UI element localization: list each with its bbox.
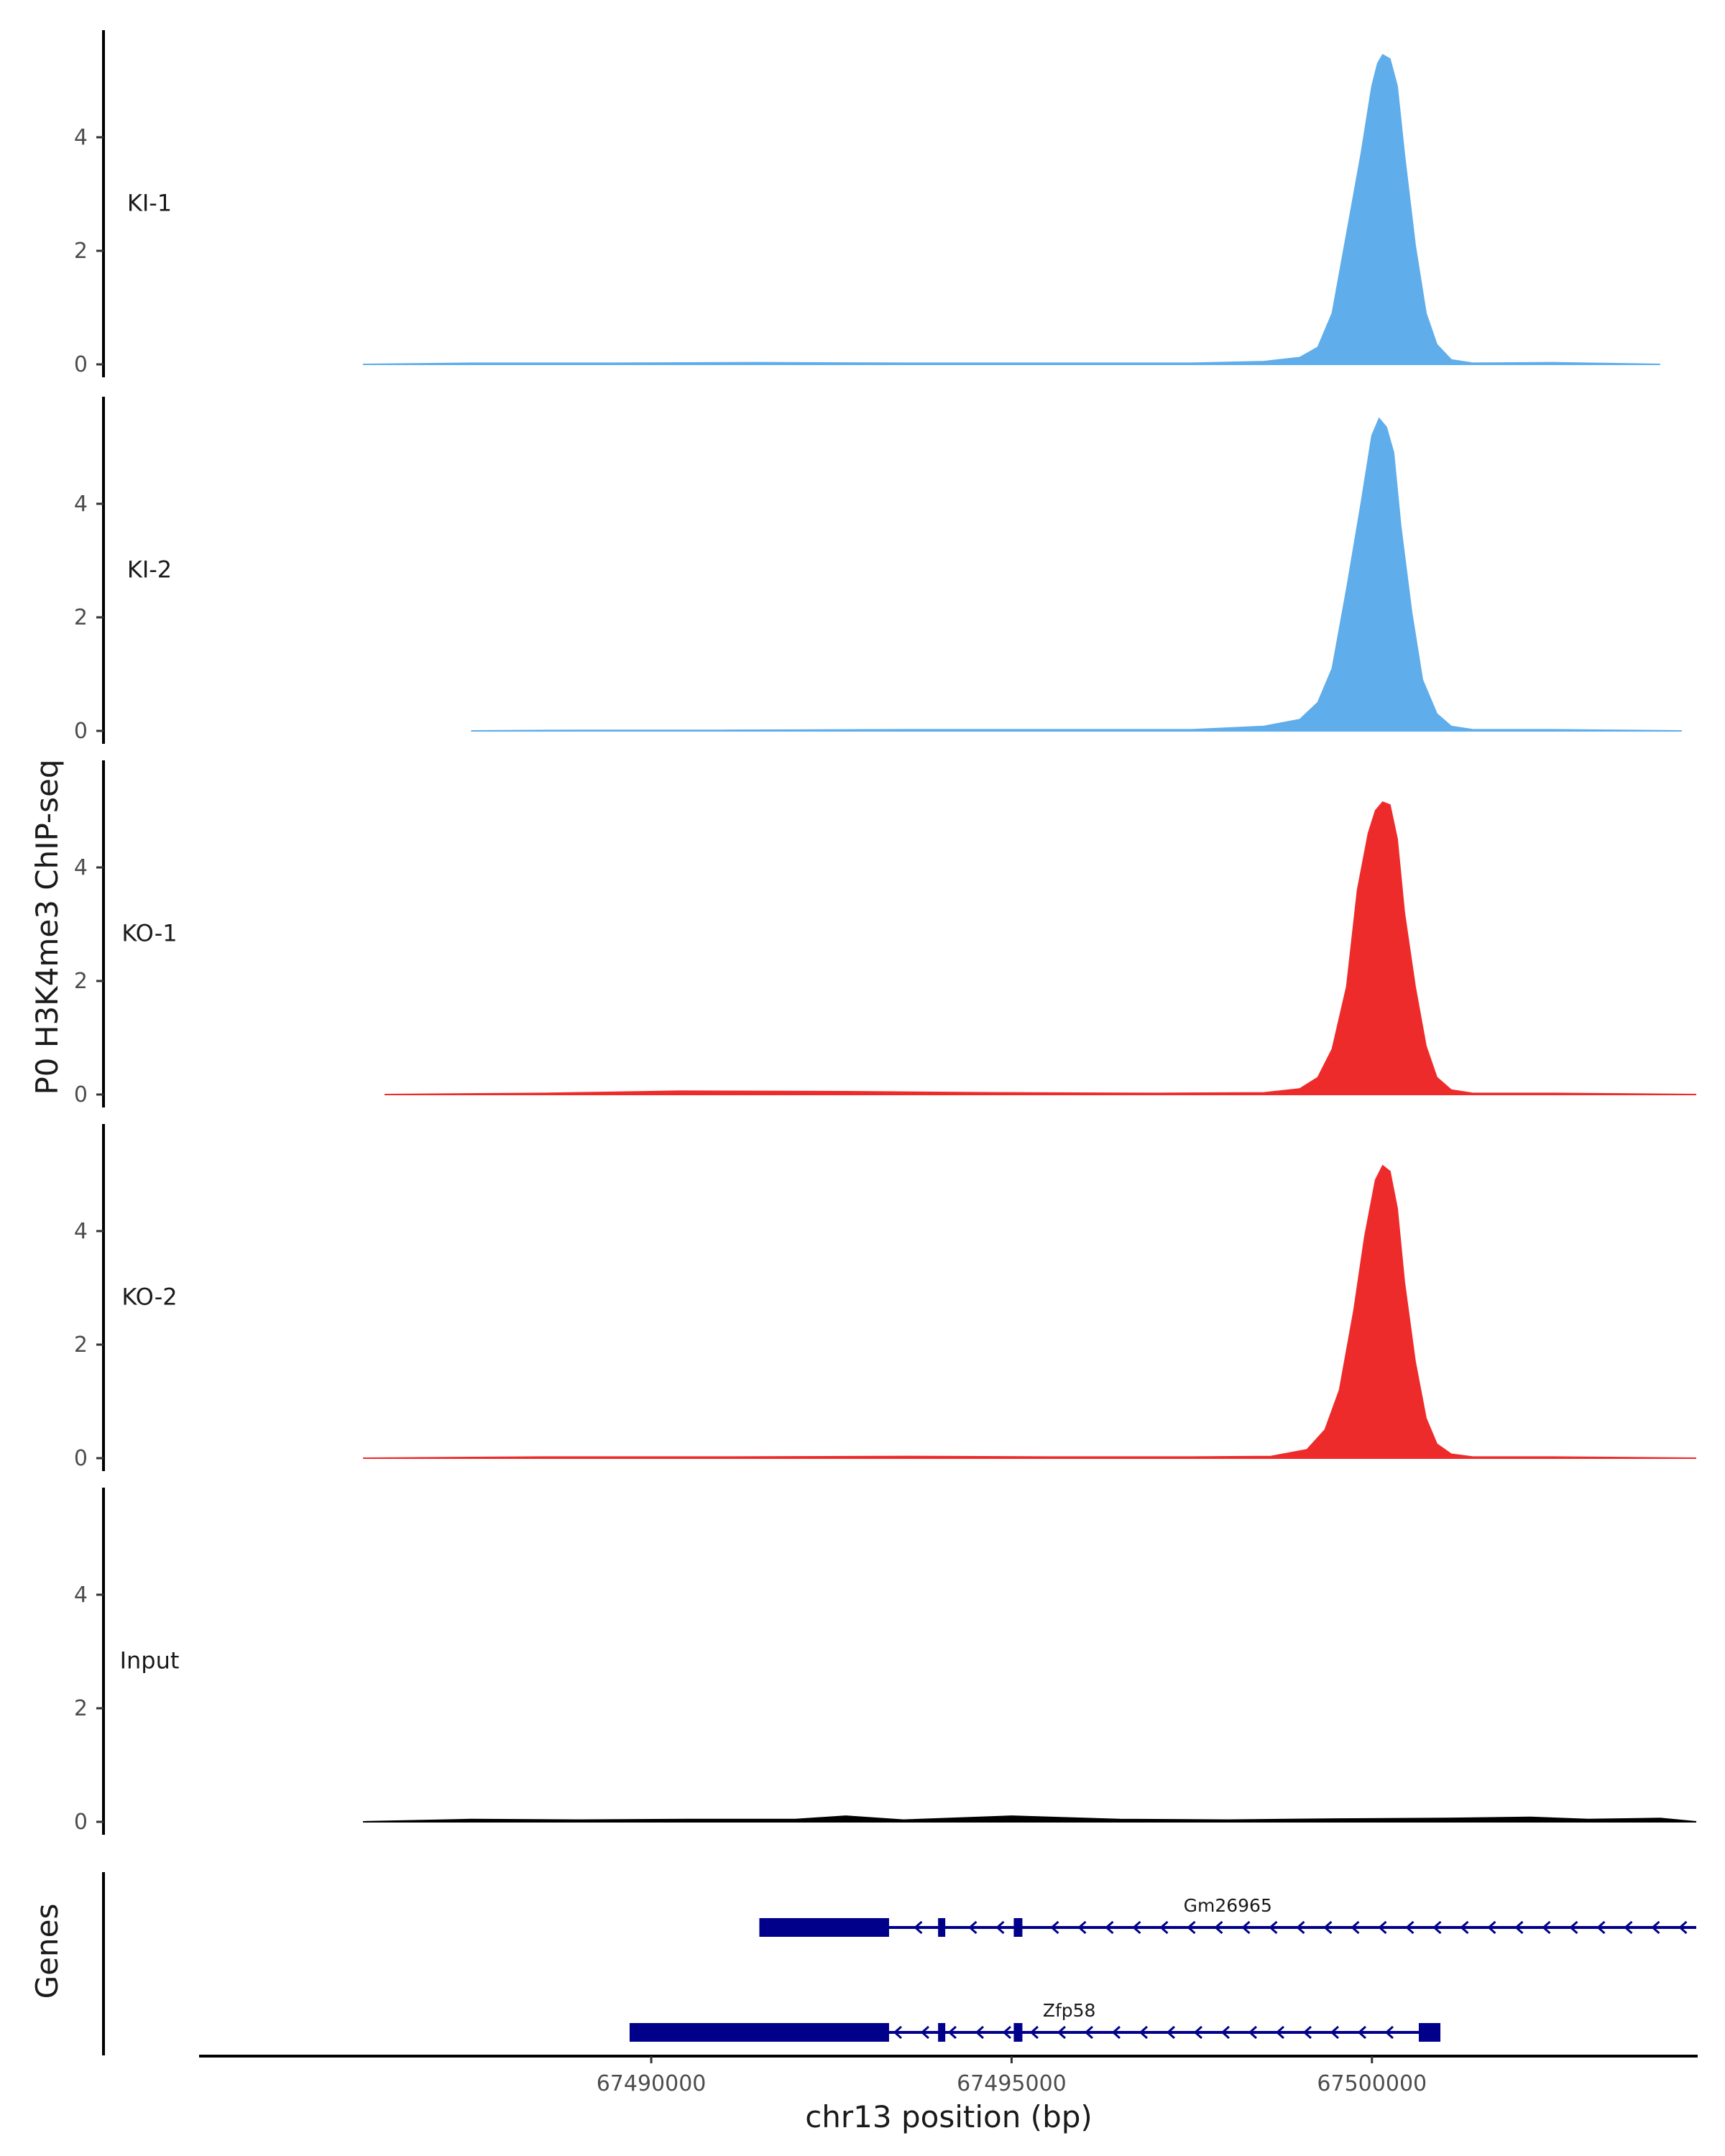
strand-arrow — [1077, 1920, 1087, 1935]
track-label: KO-1 — [121, 920, 177, 947]
y-tick-label: 0 — [74, 1082, 88, 1107]
strand-arrow — [1296, 1920, 1305, 1935]
gene-name-label: Gm26965 — [1184, 1895, 1272, 1916]
y-tick-label: 0 — [74, 719, 88, 744]
exon — [938, 1918, 946, 1937]
strand-arrow — [1248, 2025, 1257, 2040]
track-ki-1: 0 2 4 KI-1 — [74, 30, 1660, 377]
y-tick-label: 2 — [74, 1332, 88, 1358]
strand-arrow — [947, 2025, 957, 2040]
exon — [1013, 2023, 1023, 2042]
signal-tracks: 0 2 4 KI-1 0 2 4 KI-2 0 2 4 KO-1 0 2 4 KO-2 0 2 4 Input — [74, 30, 1697, 1835]
x-axis: 67490000 67495000 67500000 — [199, 2055, 1698, 2096]
strand-arrow — [1214, 1920, 1223, 1935]
y-tick-label: 0 — [74, 1446, 88, 1471]
strand-arrow — [1487, 1920, 1496, 1935]
strand-arrow — [1187, 1920, 1196, 1935]
strand-arrow — [1220, 2025, 1230, 2040]
strand-arrow — [1302, 2025, 1312, 2040]
strand-arrow — [1624, 1920, 1633, 1935]
signal-area — [362, 1815, 1697, 1823]
genes-track-title: Genes — [29, 1904, 65, 1999]
track-label: KI-1 — [127, 190, 172, 217]
y-tick-label: 4 — [74, 1583, 88, 1608]
signal-area — [362, 54, 1660, 365]
strand-arrow — [1132, 1920, 1141, 1935]
signal-area — [385, 801, 1697, 1095]
x-tick-label: 67490000 — [597, 2071, 707, 2096]
y-axis-title: P0 H3K4me3 ChIP-seq — [29, 759, 65, 1095]
strand-arrow — [914, 1920, 923, 1935]
strand-arrow — [1275, 2025, 1284, 2040]
y-tick-label: 4 — [74, 492, 88, 517]
y-tick-label: 4 — [74, 855, 88, 880]
strand-arrow — [1050, 1920, 1059, 1935]
x-tick-label: 67500000 — [1317, 2071, 1427, 2096]
strand-arrow — [1330, 2025, 1339, 2040]
track-label: KI-2 — [127, 556, 172, 584]
strand-arrow — [1351, 1920, 1360, 1935]
strand-arrow — [1405, 1920, 1414, 1935]
gene-gm26965: Gm26965 — [759, 1895, 1696, 1937]
y-tick-label: 2 — [74, 1696, 88, 1721]
gene-annotation-track: Gm26965 Zfp58 — [102, 1872, 1696, 2055]
strand-arrow — [1357, 2025, 1366, 2040]
strand-arrow — [1029, 2025, 1039, 2040]
strand-arrow — [1111, 2025, 1121, 2040]
y-tick-label: 4 — [74, 125, 88, 150]
exon — [629, 2023, 889, 2042]
exon — [759, 1918, 889, 1937]
strand-arrow — [1651, 1920, 1660, 1935]
strand-arrow — [1323, 1920, 1333, 1935]
strand-arrow — [1542, 1920, 1551, 1935]
signal-area — [471, 417, 1682, 732]
gene-name-label: Zfp58 — [1043, 2000, 1096, 2021]
y-tick-label: 2 — [74, 969, 88, 994]
track-ki-2: 0 2 4 KI-2 — [74, 397, 1682, 744]
y-tick-label: 2 — [74, 605, 88, 630]
strand-arrow — [893, 2025, 902, 2040]
track-label: KO-2 — [121, 1284, 177, 1311]
signal-area — [362, 1164, 1697, 1459]
strand-arrow — [995, 1920, 1005, 1935]
y-tick-label: 4 — [74, 1219, 88, 1244]
exon — [1418, 2023, 1441, 2042]
strand-arrow — [1269, 1920, 1278, 1935]
strand-arrow — [1678, 1920, 1688, 1935]
strand-arrow — [1460, 1920, 1469, 1935]
x-tick-label: 67495000 — [957, 2071, 1067, 2096]
strand-arrow — [1241, 1920, 1251, 1935]
track-input: 0 2 4 Input — [74, 1488, 1697, 1835]
strand-arrow — [1166, 2025, 1175, 2040]
gene-zfp58: Zfp58 — [629, 2000, 1441, 2042]
strand-arrow — [1138, 2025, 1148, 2040]
strand-arrow — [1384, 2025, 1394, 2040]
strand-arrow — [968, 1920, 978, 1935]
strand-arrow — [1084, 2025, 1093, 2040]
track-ko-2: 0 2 4 KO-2 — [74, 1124, 1697, 1471]
strand-arrow — [1514, 1920, 1524, 1935]
strand-arrow — [920, 2025, 929, 2040]
strand-arrow — [1432, 1920, 1442, 1935]
exon — [1013, 1918, 1023, 1937]
strand-arrow — [1002, 2025, 1011, 2040]
strand-arrow — [1057, 2025, 1066, 2040]
y-tick-label: 0 — [74, 352, 88, 377]
y-tick-label: 2 — [74, 239, 88, 264]
strand-arrow — [1378, 1920, 1387, 1935]
strand-arrow — [1193, 2025, 1202, 2040]
strand-arrow — [975, 2025, 984, 2040]
y-tick-label: 0 — [74, 1810, 88, 1835]
track-label: Input — [120, 1647, 180, 1674]
strand-arrow — [1569, 1920, 1578, 1935]
exon — [938, 2023, 946, 2042]
strand-arrow — [1159, 1920, 1169, 1935]
x-axis-title: chr13 position (bp) — [805, 2099, 1092, 2134]
strand-arrow — [1105, 1920, 1114, 1935]
strand-arrow — [1596, 1920, 1606, 1935]
track-ko-1: 0 2 4 KO-1 — [74, 760, 1697, 1107]
